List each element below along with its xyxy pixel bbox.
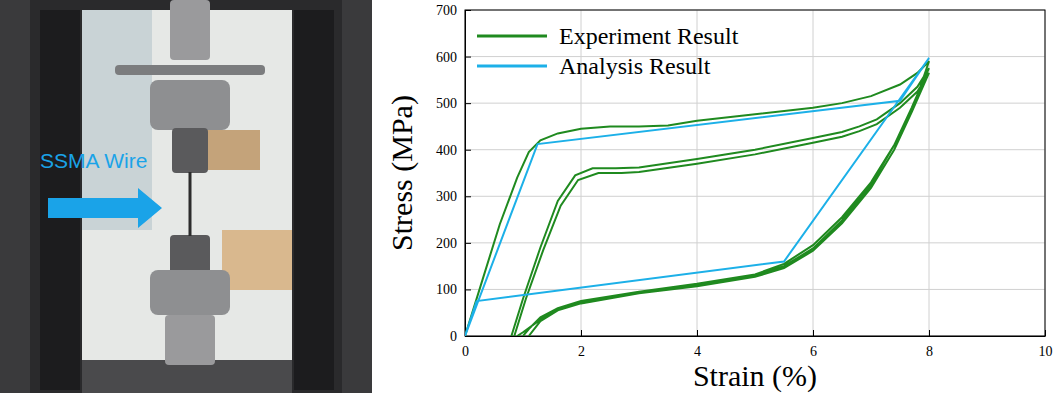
upper-rod — [170, 0, 210, 60]
tick-mark — [581, 330, 582, 336]
tick-mark — [813, 330, 814, 336]
tick-label: 6 — [810, 344, 817, 359]
machine-frame — [30, 0, 342, 393]
tick: 300 — [436, 189, 471, 204]
wire — [189, 172, 192, 236]
tick-label: 400 — [436, 143, 457, 158]
lower-rod — [165, 315, 215, 365]
series-line — [465, 61, 929, 336]
y-axis-title: Stress (MPa) — [385, 95, 419, 251]
tick-mark — [465, 103, 471, 104]
grid-line-y — [465, 56, 1045, 57]
legend-swatch — [477, 35, 547, 38]
tick: 600 — [436, 50, 471, 65]
tick-label: 300 — [436, 189, 457, 204]
tick-label: 10 — [1039, 344, 1053, 359]
tick-label: 200 — [436, 236, 457, 251]
tick: 400 — [436, 143, 471, 158]
tick-label: 500 — [436, 96, 457, 111]
tick-label: 600 — [436, 50, 457, 65]
background-box — [222, 230, 292, 290]
tick-label: 4 — [694, 344, 701, 359]
photo-frame — [0, 0, 372, 393]
tick: 2 — [578, 330, 585, 359]
plot-frame — [465, 10, 1045, 336]
tick-mark — [929, 330, 930, 336]
series-line — [465, 58, 929, 336]
tick: 500 — [436, 96, 471, 111]
legend: Experiment Result Analysis Result — [477, 23, 739, 79]
tick-mark — [465, 10, 471, 11]
grid-line-x — [813, 10, 814, 336]
series-group — [465, 58, 929, 336]
photo-label: SSMA Wire — [40, 149, 147, 172]
grid-line-y — [465, 196, 1045, 197]
tick: 8 — [926, 330, 933, 359]
tick-label: 0 — [450, 329, 457, 344]
y-axis: 0 100 200 300 400 500 600 700 — [436, 3, 471, 344]
tick: 10 — [1039, 330, 1053, 359]
tick: 100 — [436, 282, 471, 297]
tick-mark — [465, 336, 471, 337]
tick-label: 8 — [926, 344, 933, 359]
figure: SSMA Wire02468100100200300400500600700St… — [0, 0, 1055, 393]
grid-line-y — [465, 242, 1045, 243]
tick-mark — [465, 196, 471, 197]
tick-mark — [465, 57, 471, 58]
tick-mark — [1045, 330, 1046, 336]
tick: 4 — [694, 330, 701, 359]
axis-line — [466, 336, 1046, 337]
upper-jaw — [172, 128, 208, 173]
x-axis: 0 2 4 6 8 10 — [462, 330, 1053, 359]
axis-line — [465, 11, 466, 337]
chart: 02468100100200300400500600700Strain (%)S… — [385, 3, 1053, 393]
legend-label: Experiment Result — [559, 23, 739, 49]
tick: 700 — [436, 3, 471, 18]
tick-label: 100 — [436, 282, 457, 297]
tick-label: 0 — [462, 344, 469, 359]
upper-grip-body — [150, 80, 230, 130]
tick: 6 — [810, 330, 817, 359]
legend-label: Analysis Result — [559, 53, 711, 79]
tick-label: 700 — [436, 3, 457, 18]
grid — [465, 10, 1045, 336]
upper-handle — [115, 65, 265, 75]
tick-mark — [697, 330, 698, 336]
tick-mark — [465, 289, 471, 290]
grid-line-y — [465, 289, 1045, 290]
background-box — [200, 130, 260, 170]
photo-panel: SSMA Wire — [0, 0, 372, 393]
background-room — [82, 10, 292, 365]
tick-label: 2 — [578, 344, 585, 359]
column-right — [294, 10, 334, 390]
tick-mark — [465, 150, 471, 151]
x-axis-title: Strain (%) — [693, 359, 817, 393]
lower-grip-body — [150, 270, 230, 315]
tick: 200 — [436, 236, 471, 251]
legend-swatch — [477, 65, 547, 68]
arrow — [48, 188, 162, 228]
tick-mark — [465, 243, 471, 244]
grid-line-y — [465, 103, 1045, 104]
